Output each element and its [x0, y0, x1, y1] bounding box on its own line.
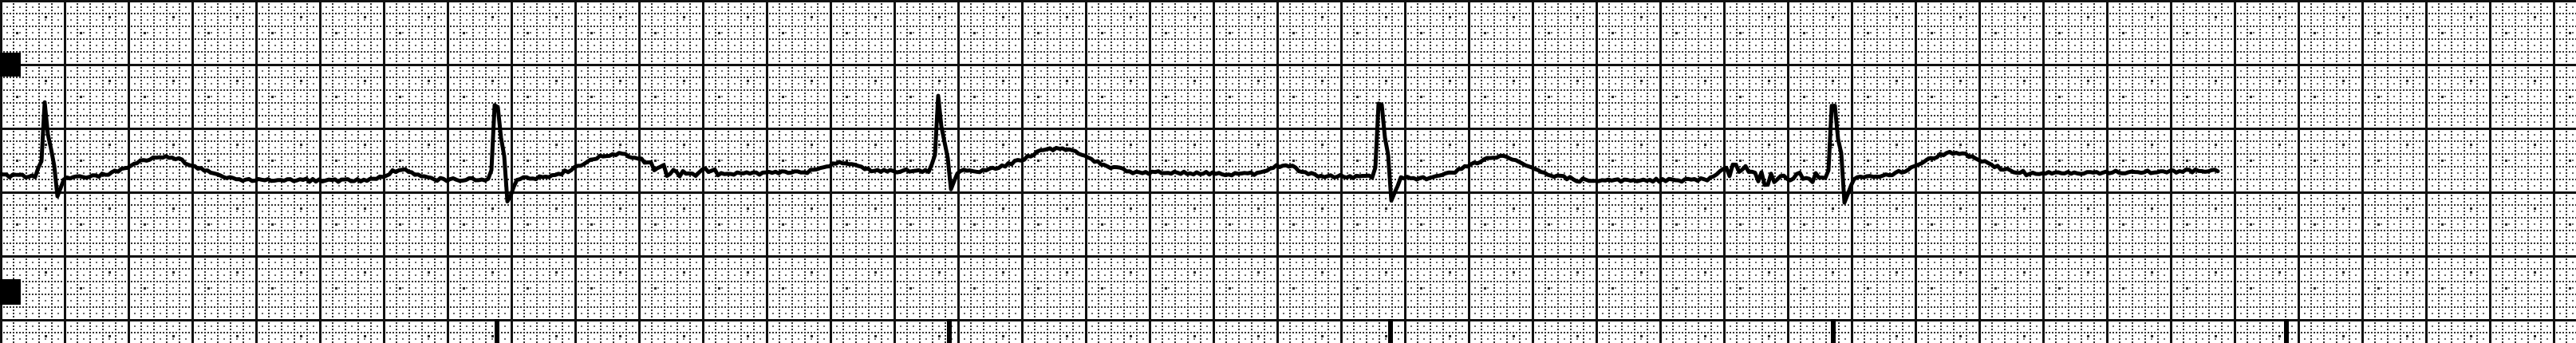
calibration-marker-top	[0, 53, 21, 77]
timing-tick	[2284, 319, 2289, 343]
timing-tick	[1388, 319, 1393, 343]
timing-tick	[1831, 319, 1836, 343]
timing-tick	[947, 319, 952, 343]
timing-tick	[495, 319, 499, 343]
calibration-marker-bottom	[0, 279, 21, 305]
